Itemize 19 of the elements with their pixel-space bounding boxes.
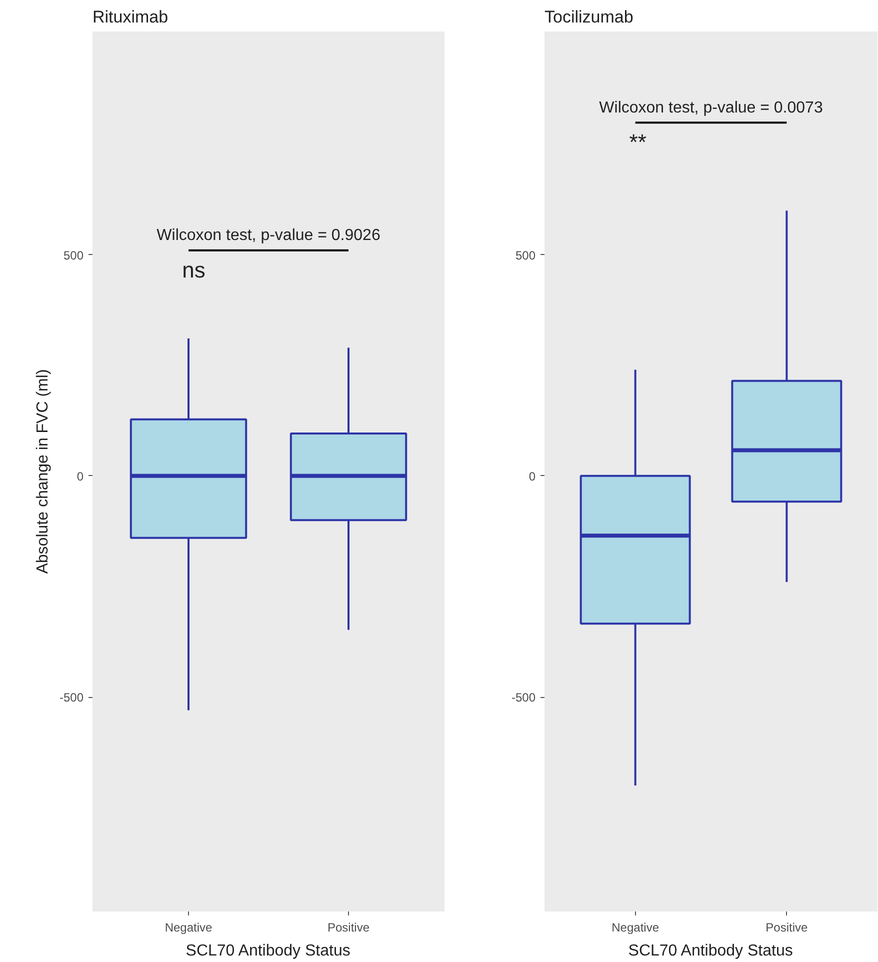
- chart-title: Rituximab: [92, 8, 168, 26]
- x-tick-label: Positive: [766, 920, 808, 934]
- annotation: Wilcoxon test, p-value = 0.0073: [599, 99, 823, 116]
- y-axis-title: Absolute change in FVC (ml): [34, 369, 52, 574]
- y-tick-label: 0: [76, 469, 84, 484]
- x-tick-label: Negative: [612, 920, 660, 934]
- annotation: **: [629, 130, 647, 155]
- y-tick-label: 500: [63, 248, 84, 262]
- y-tick-label: -500: [511, 690, 536, 705]
- x-axis-title: SCL70 Antibody Status: [628, 942, 793, 960]
- x-tick-label: Negative: [164, 920, 213, 934]
- chart-title: Tocilizumab: [544, 8, 634, 26]
- x-axis-title: SCL70 Antibody Status: [186, 942, 350, 960]
- annotation: Wilcoxon test, p-value = 0.9026: [156, 227, 380, 244]
- x-tick-label: Positive: [327, 920, 370, 934]
- y-tick-label: 0: [528, 469, 536, 484]
- y-tick-label: -500: [59, 690, 84, 705]
- y-tick-label: 500: [515, 248, 536, 262]
- annotation: ns: [182, 257, 206, 282]
